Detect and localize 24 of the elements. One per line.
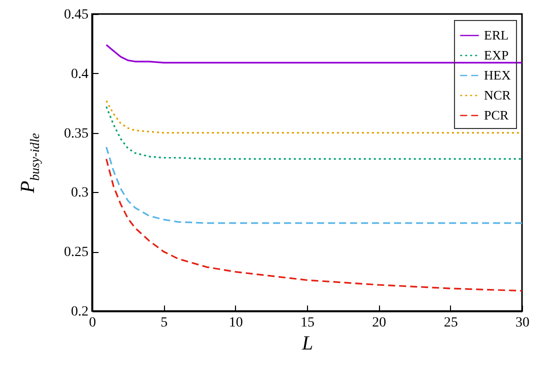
x-tick-label: 15: [300, 316, 314, 330]
line-series: [106, 44, 522, 64]
x-tick-label: 5: [160, 316, 168, 330]
x-tick-label: 20: [372, 316, 386, 330]
x-tick-label: 0: [89, 316, 96, 330]
y-tick-label: 0.4: [71, 66, 88, 82]
line-series: [106, 158, 522, 292]
line-series: [106, 106, 522, 160]
legend-label: EXP: [484, 48, 509, 62]
y-tick-label: 0.45: [64, 8, 88, 22]
legend-label: HEX: [484, 68, 512, 82]
y-tick-label: 0.3: [71, 186, 88, 201]
legend-label: PCR: [484, 108, 509, 122]
y-tick-label: 0.35: [64, 126, 88, 142]
y-tick-label: 0.2: [71, 304, 88, 320]
line-series: [106, 100, 522, 134]
x-tick-label: 25: [444, 316, 458, 330]
x-tick-label: 30: [516, 316, 530, 330]
legend-label: ERL: [484, 28, 509, 42]
x-axis-title: L: [300, 332, 314, 354]
legend-label: NCR: [484, 88, 512, 102]
x-tick-label: 10: [228, 316, 243, 330]
y-tick-label: 0.25: [64, 245, 88, 260]
line-series: [106, 146, 522, 224]
